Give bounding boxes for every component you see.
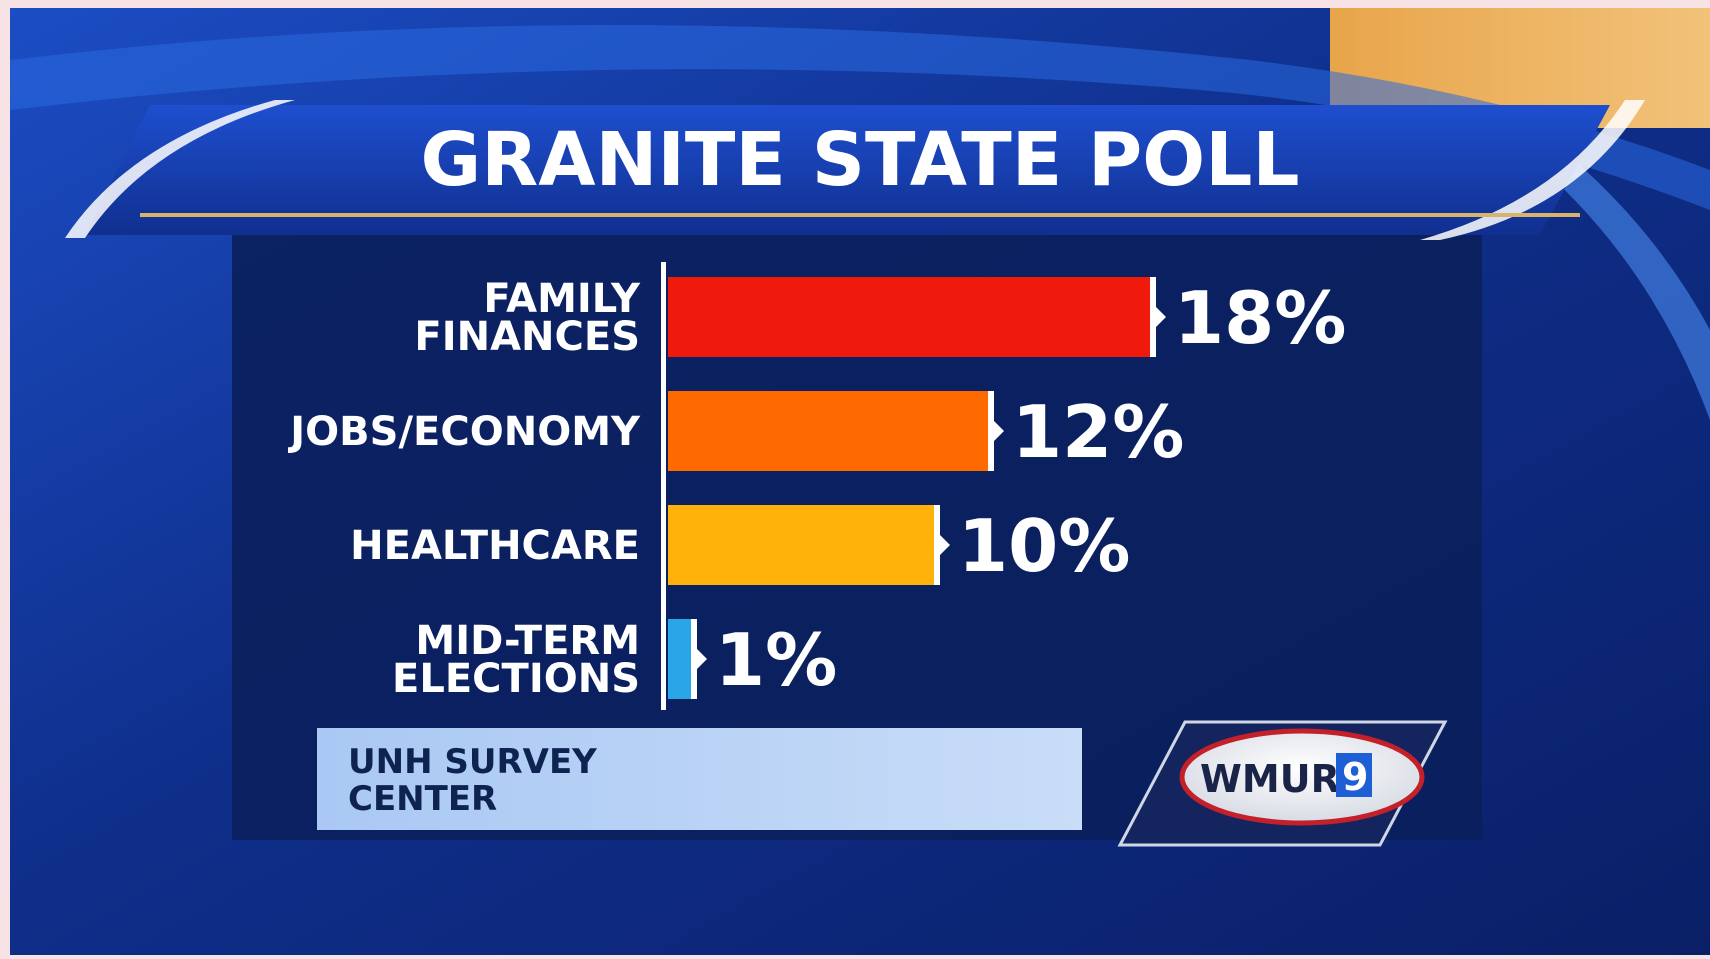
source-box — [317, 728, 1082, 830]
wmur-logo: WMUR 9 — [1117, 720, 1448, 847]
y-axis-line — [661, 262, 666, 710]
category-label-0-line-0: FAMILY — [483, 276, 641, 322]
chart-title: GRANITE STATE POLL — [420, 117, 1299, 203]
value-label-2: 10% — [958, 504, 1130, 588]
bar-0 — [668, 277, 1154, 357]
category-label-3-line-0: MID-TERM — [415, 618, 640, 664]
swoosh-top — [10, 25, 1710, 210]
bar-end-marker-3 — [691, 619, 707, 699]
title-banner — [85, 105, 1610, 235]
source-line-1: UNH SURVEY — [348, 742, 597, 782]
title-banner-edge-right — [1420, 100, 1645, 240]
logo-number-box — [1336, 753, 1372, 797]
bar-1 — [668, 391, 992, 471]
bar-end-marker-1 — [988, 391, 1004, 471]
category-label-0-line-1: FINANCES — [414, 314, 640, 360]
source-line-2: CENTER — [348, 779, 497, 819]
bar-2 — [668, 505, 938, 585]
bar-end-marker-2 — [934, 505, 950, 585]
category-label-3-line-1: ELECTIONS — [392, 656, 640, 702]
category-label-1-line-0: JOBS/ECONOMY — [287, 409, 641, 455]
bar-3 — [668, 619, 695, 699]
logo-text: WMUR — [1200, 757, 1340, 801]
value-label-3: 1% — [715, 618, 837, 702]
logo-number: 9 — [1342, 755, 1368, 799]
value-label-0: 18% — [1174, 276, 1346, 360]
title-banner-edge-left — [65, 100, 295, 238]
title-underline — [140, 213, 1580, 217]
value-label-1: 12% — [1012, 390, 1184, 474]
swoosh-right — [1480, 110, 1710, 420]
category-label-2-line-0: HEALTHCARE — [350, 523, 640, 569]
bar-end-marker-0 — [1150, 277, 1166, 357]
